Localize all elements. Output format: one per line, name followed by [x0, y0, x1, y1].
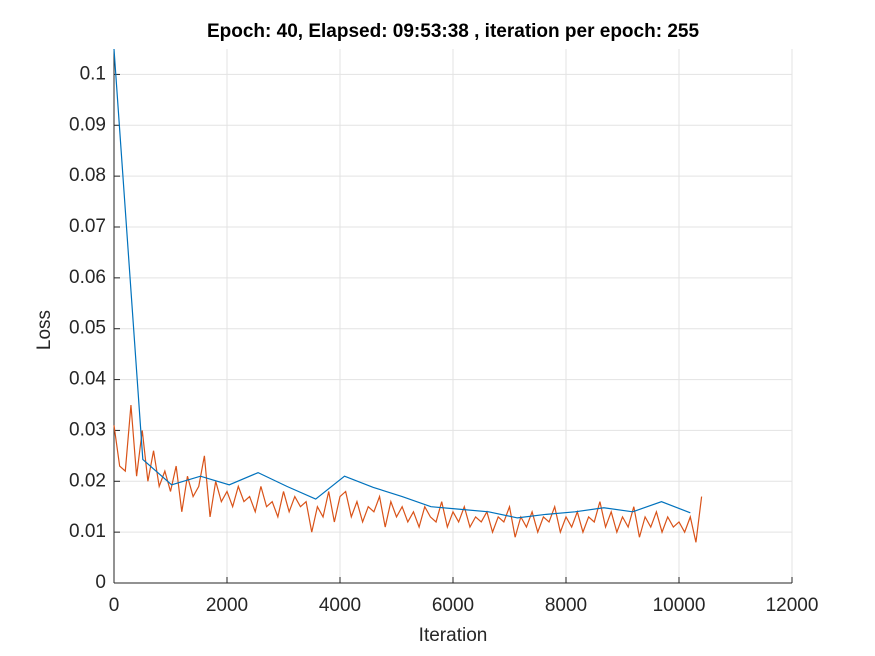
y-tick-label: 0 — [95, 572, 106, 593]
y-tick-label: 0.04 — [69, 369, 106, 390]
x-tick-label: 2000 — [206, 595, 248, 616]
x-tick-label: 10000 — [653, 595, 706, 616]
line-series — [113, 404, 703, 543]
x-tick-label: 8000 — [545, 595, 587, 616]
x-tick-label: 0 — [109, 595, 120, 616]
chart-title: Epoch: 40, Elapsed: 09:53:38 , iteration… — [207, 21, 699, 42]
x-tick-label: 12000 — [766, 595, 819, 616]
x-axis-label: Iteration — [419, 625, 488, 646]
line-series — [113, 48, 691, 519]
x-tick-label: 6000 — [432, 595, 474, 616]
y-tick-label: 0.01 — [69, 521, 106, 542]
y-tick-label: 0.05 — [69, 318, 106, 339]
y-tick-label: 0.09 — [69, 114, 106, 135]
y-tick-label: 0.07 — [69, 216, 106, 237]
x-tick-label: 4000 — [319, 595, 361, 616]
y-tick-label: 0.06 — [69, 267, 106, 288]
y-tick-label: 0.02 — [69, 470, 106, 491]
y-axis-label: Loss — [34, 310, 55, 350]
y-tick-label: 0.08 — [69, 165, 106, 186]
y-tick-label: 0.03 — [69, 419, 106, 440]
y-tick-label: 0.1 — [80, 63, 106, 84]
